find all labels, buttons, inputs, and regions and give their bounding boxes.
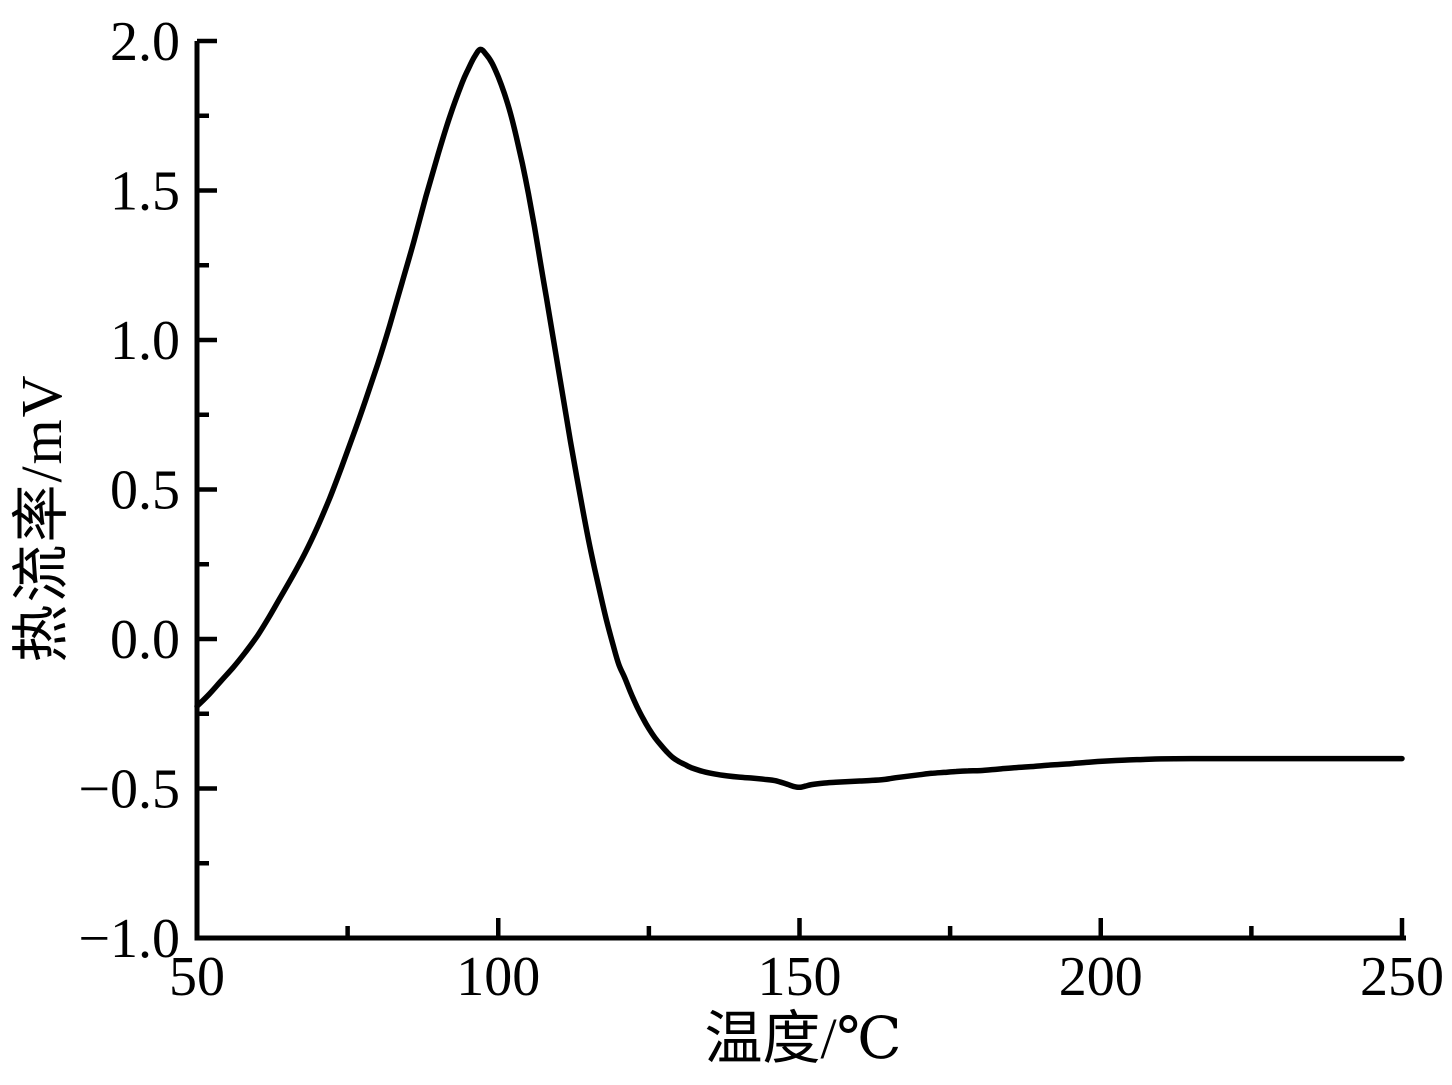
y-tick-label: 0.5 [110, 460, 180, 522]
x-tick-label: 100 [456, 946, 540, 1008]
y-tick-label: 2.0 [110, 11, 180, 73]
y-tick-label: −1.0 [78, 908, 180, 970]
x-tick-label: 50 [169, 946, 225, 1008]
axis-spines [194, 41, 1406, 941]
y-tick-label: 0.0 [110, 609, 180, 671]
x-tick-label: 150 [758, 946, 842, 1008]
y-axis-title: 热流率/mV [9, 373, 74, 663]
y-tick-label: −0.5 [78, 759, 180, 821]
y-tick-label: 1.0 [110, 310, 180, 372]
dsc-curve [194, 46, 1405, 791]
x-tick-label: 200 [1059, 946, 1143, 1008]
x-axis-title: 温度/℃ [704, 1006, 902, 1071]
y-tick-label: 1.5 [110, 161, 180, 223]
x-tick-label: 250 [1360, 946, 1444, 1008]
